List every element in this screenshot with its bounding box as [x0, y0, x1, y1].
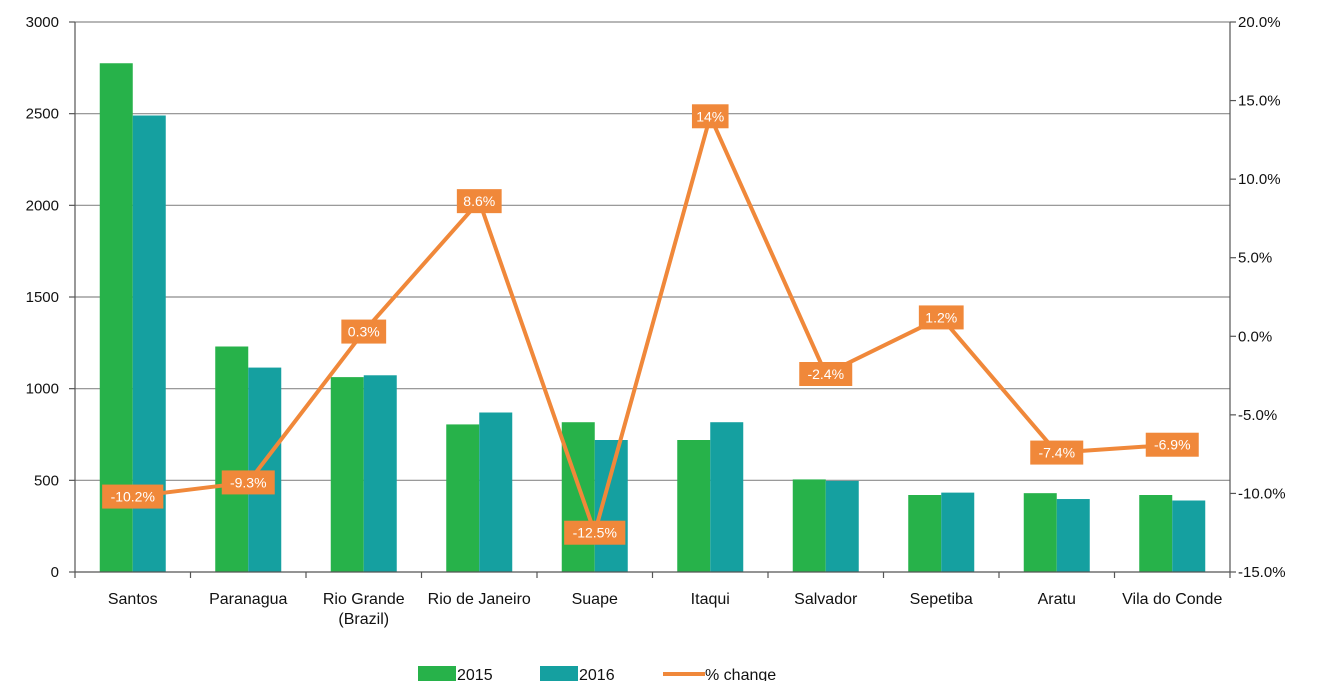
data-label: -2.4% [807, 366, 844, 382]
data-label-box [691, 104, 729, 129]
legend-label: 2015 [457, 667, 493, 681]
axes [69, 21, 1236, 578]
left-tick-label: 500 [34, 472, 59, 489]
bar-2016 [479, 412, 513, 572]
legend-label: % change [705, 667, 776, 681]
bar-2016 [1172, 500, 1206, 572]
bar-2015 [908, 495, 942, 572]
category-labels: Santos Paranagua Rio Grande (Brazil) Rio de … [108, 591, 1223, 628]
category-label: Rio de Janeiro [428, 591, 531, 608]
bar-2015 [677, 440, 711, 572]
data-label: -10.2% [111, 489, 155, 505]
data-label-box [1145, 432, 1199, 457]
left-tick-label: 2500 [26, 106, 59, 123]
left-tick-label: 3000 [26, 14, 59, 31]
data-label: -7.4% [1038, 445, 1075, 461]
right-tick-label: -5.0% [1238, 407, 1277, 424]
bar-2016 [825, 480, 859, 572]
data-label: 14% [696, 108, 724, 124]
bar-2016 [594, 440, 628, 572]
data-label: 1.2% [925, 309, 957, 325]
right-tick-label: 20.0% [1238, 14, 1281, 31]
category-label: Itaqui [691, 591, 730, 608]
data-label: 0.3% [348, 324, 380, 340]
category-label: Paranagua [209, 591, 287, 608]
category-label: Sepetiba [910, 591, 973, 608]
bar-2016 [363, 375, 397, 572]
data-label-box [918, 305, 964, 330]
category-label: Suape [572, 591, 618, 608]
line-percent-change [132, 114, 1173, 535]
data-label: -6.9% [1154, 437, 1191, 453]
left-tick-label: 2000 [26, 197, 59, 214]
data-label-box [564, 520, 626, 545]
legend-label: 2016 [579, 667, 615, 681]
data-label-box [456, 189, 502, 214]
right-tick-label: 15.0% [1238, 93, 1281, 110]
data-label: -12.5% [573, 525, 617, 541]
data-label-box [102, 484, 164, 509]
left-axis-tick-labels: 0 500 1000 1500 2000 2500 3000 [26, 14, 59, 581]
data-label-box [1030, 440, 1084, 465]
bar-2015 [792, 479, 826, 572]
bar-2016 [710, 422, 744, 572]
legend: 2015 2016 % change [418, 666, 776, 681]
legend-swatch [418, 666, 456, 681]
bar-2015 [1139, 495, 1173, 572]
bars [99, 63, 1206, 572]
right-axis-tick-labels: -15.0% -10.0% -5.0% 0.0% 5.0% 10.0% 15.0% 20.0% [1238, 14, 1286, 581]
bar-2015 [446, 424, 480, 572]
bar-2016 [248, 367, 282, 572]
left-tick-label: 1500 [26, 289, 59, 306]
percent-change-line [132, 114, 1173, 535]
data-label-box [799, 362, 853, 386]
data-label-box [341, 319, 387, 344]
bar-2016 [1056, 499, 1090, 572]
data-label-box [221, 470, 275, 495]
right-tick-label: 5.0% [1238, 250, 1272, 267]
bar-2015 [215, 346, 249, 572]
category-label: Vila do Conde [1122, 591, 1222, 608]
bar-2015 [561, 422, 595, 572]
category-label: Santos [108, 591, 158, 608]
right-tick-label: -10.0% [1238, 485, 1286, 502]
category-label: Rio Grande [323, 591, 405, 608]
bar-2015 [330, 377, 364, 572]
data-label: 8.6% [463, 193, 495, 209]
bar-2016 [941, 492, 975, 572]
right-tick-label: 0.0% [1238, 328, 1272, 345]
category-label: (Brazil) [338, 611, 389, 628]
category-label: Salvador [794, 591, 858, 608]
category-label: Aratu [1038, 591, 1076, 608]
legend-swatch [540, 666, 578, 681]
data-labels: -10.2% -9.3% 0.3% 8.6% -12.5% 14% -2.4% 1.2% -7.… [102, 104, 1199, 545]
right-tick-label: 10.0% [1238, 171, 1281, 188]
left-tick-label: 0 [51, 564, 59, 581]
bar-2015 [1023, 493, 1057, 572]
data-label: -9.3% [230, 474, 267, 490]
left-tick-label: 1000 [26, 381, 59, 398]
right-tick-label: -15.0% [1238, 564, 1286, 581]
